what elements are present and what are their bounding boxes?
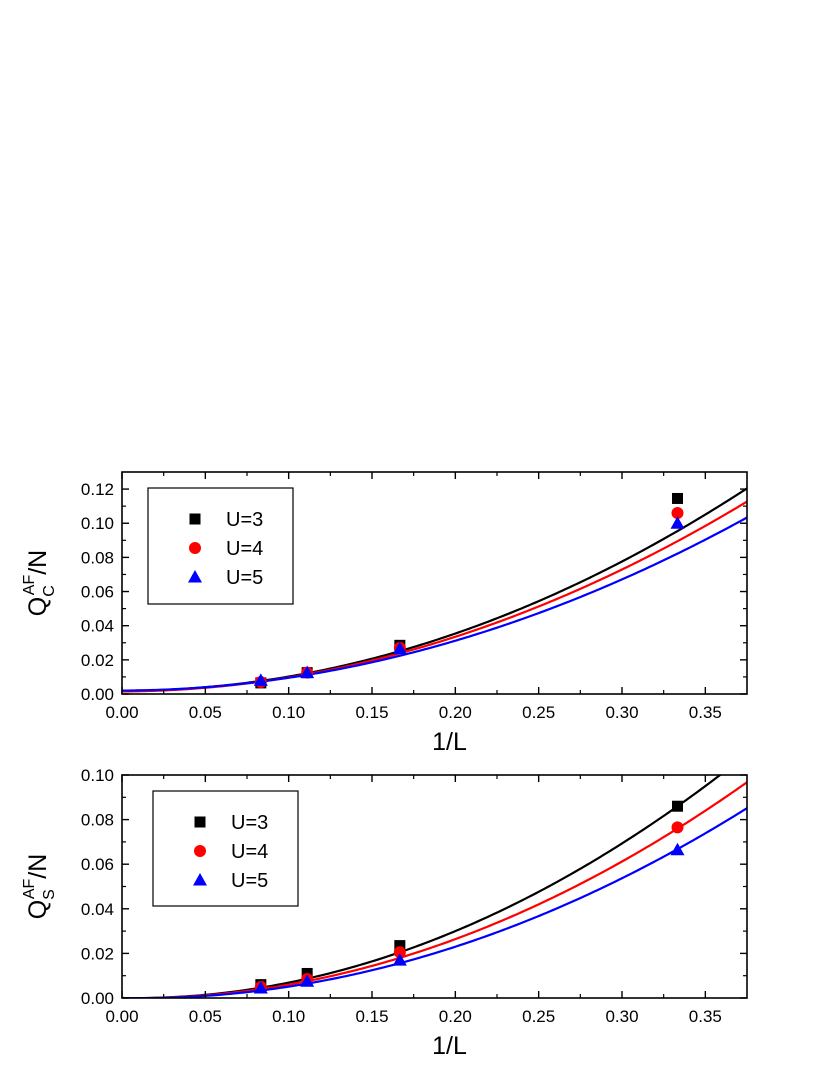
y-tick-label: 0.04	[81, 900, 114, 919]
y-tick-label: 0.06	[81, 855, 114, 874]
legend-label: U=3	[226, 509, 263, 531]
data-point-U3	[672, 800, 683, 812]
data-point-U5	[253, 980, 268, 994]
data-point-U5	[300, 665, 315, 679]
x-tick-label: 0.00	[105, 703, 138, 722]
x-tick-label: 0.10	[272, 1007, 305, 1026]
legend-label: U=5	[226, 567, 263, 589]
y-tick-label: 0.00	[81, 989, 114, 1008]
x-tick-label: 0.35	[689, 703, 722, 722]
data-point-U4	[671, 506, 684, 519]
top-chart-panel: 0.00 0.05 0.10 0.15 0.20 0.25 0.30 0.35 0.00 0.02…	[21, 471, 748, 756]
x-tick-label: 0.15	[355, 703, 388, 722]
y-tick-label: 0.04	[81, 617, 114, 636]
y-axis-title: QSAF/N	[21, 854, 58, 920]
legend-label: U=4	[231, 841, 268, 863]
x-axis-title: 1/L	[432, 728, 467, 756]
y-tick-label: 0.06	[81, 583, 114, 602]
fit-curve-U5	[122, 516, 747, 692]
y-tick-label: 0.08	[81, 548, 114, 567]
legend-marker-U5	[188, 570, 202, 583]
data-point-U5	[253, 673, 268, 686]
legend-marker-U5	[193, 873, 207, 886]
legend-marker-U4	[194, 845, 206, 857]
legend: U=3 U=4 U=5	[147, 487, 294, 605]
y-tick-label: 0.12	[81, 480, 114, 499]
y-tick-label: 0.00	[81, 685, 114, 704]
legend-marker-U4	[189, 542, 201, 554]
y-tick-label: 0.08	[81, 811, 114, 830]
x-tick-label: 0.35	[689, 1007, 722, 1026]
x-axis-title: 1/L	[432, 1032, 467, 1060]
x-tick-label: 0.15	[355, 1007, 388, 1026]
x-tick-label: 0.30	[605, 1007, 638, 1026]
legend: U=3 U=4 U=5	[152, 790, 299, 907]
legend-box	[152, 790, 299, 907]
data-point-U4	[393, 946, 406, 959]
data-point-U5	[670, 842, 685, 856]
legend-label: U=3	[231, 812, 268, 834]
bottom-chart-panel: 0.00 0.05 0.10 0.15 0.20 0.25 0.30 0.35 0.00 0.02…	[21, 766, 748, 1060]
data-point-U5	[300, 974, 315, 987]
x-tick-label: 0.30	[605, 703, 638, 722]
x-tick-label: 0.20	[439, 703, 472, 722]
data-point-U5	[392, 953, 407, 966]
legend-marker-U3	[189, 513, 201, 525]
data-point-U5	[670, 516, 685, 529]
data-point-U3	[394, 940, 406, 952]
x-tick-label: 0.10	[272, 703, 305, 722]
y-tick-label: 0.10	[81, 766, 114, 785]
data-point-U3	[672, 492, 683, 504]
x-tick-label: 0.25	[522, 703, 555, 722]
legend-marker-U3	[194, 816, 206, 828]
legend-label: U=4	[226, 538, 263, 560]
y-tick-label: 0.02	[81, 651, 114, 670]
x-tick-label: 0.05	[189, 703, 222, 722]
y-axis-title: QCAF/N	[21, 550, 58, 616]
x-tick-label: 0.25	[522, 1007, 555, 1026]
x-tick-label: 0.20	[439, 1007, 472, 1026]
fit-curve-U5	[122, 807, 747, 998]
legend-label: U=5	[231, 870, 268, 892]
plot-frame	[121, 471, 748, 695]
y-tick-label: 0.02	[81, 944, 114, 963]
x-tick-label: 0.05	[189, 1007, 222, 1026]
legend-box	[147, 487, 294, 605]
data-point-U5	[392, 641, 407, 655]
y-tick-label: 0.10	[81, 514, 114, 533]
x-tick-label: 0.00	[105, 1007, 138, 1026]
data-point-U4	[671, 821, 684, 834]
